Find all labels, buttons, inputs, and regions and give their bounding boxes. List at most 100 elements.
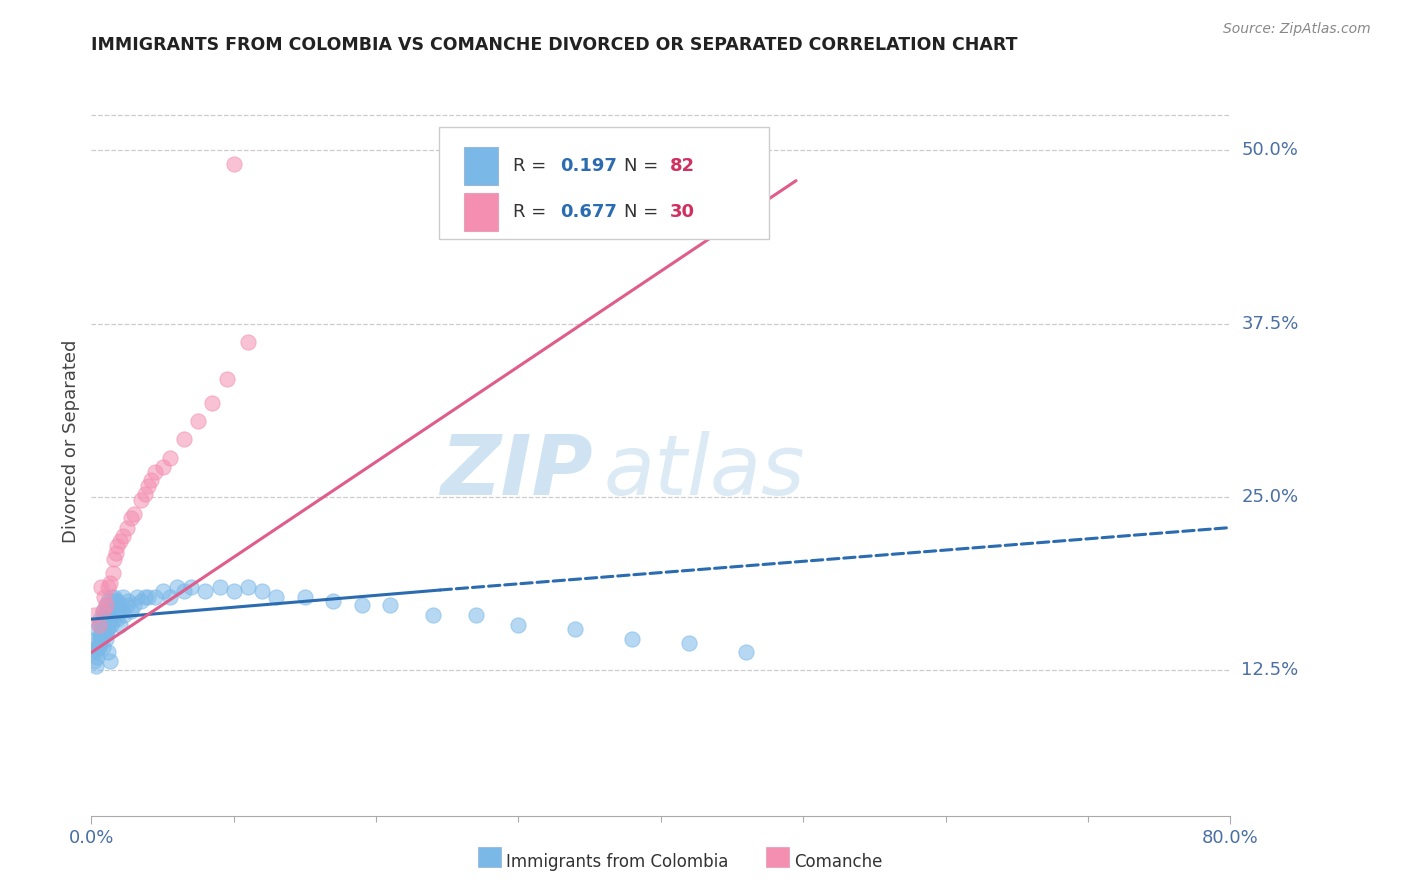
Point [83,654,105,668]
Point [98,612,121,626]
Point [134,487,156,501]
Point [735,645,758,659]
Point [159,590,181,604]
Point [115,520,138,534]
Point [464,607,486,622]
Point [103,612,125,626]
Text: 0.197: 0.197 [561,157,617,175]
Point [111,529,134,543]
Point [84,632,107,646]
Point [83,607,105,622]
Y-axis label: Divorced or Separated: Divorced or Separated [62,340,80,543]
Point [90,622,112,636]
Point [380,599,402,613]
Point [134,590,156,604]
Point [86,622,108,636]
Point [94,632,117,646]
Point [112,607,135,622]
Point [108,617,131,632]
Point [97,645,120,659]
Point [107,604,129,618]
Point [322,594,344,608]
Point [104,604,127,618]
Point [173,432,195,446]
Text: Immigrants from Colombia: Immigrants from Colombia [506,853,728,871]
Point [294,590,316,604]
Point [145,590,167,604]
Point [678,636,700,650]
Point [103,590,125,604]
Point [117,594,139,608]
Point [111,590,134,604]
Text: 37.5%: 37.5% [1241,315,1299,333]
Point [100,617,122,632]
Point [90,615,112,629]
Point [98,601,121,615]
Text: 0.677: 0.677 [561,203,617,221]
Text: 82: 82 [669,157,695,175]
Point [145,465,167,479]
Point [90,580,112,594]
Text: Source: ZipAtlas.com: Source: ZipAtlas.com [1223,22,1371,37]
Point [108,534,131,549]
Point [222,584,245,599]
Point [120,604,142,618]
Point [201,395,224,409]
Point [91,604,114,618]
Point [96,622,118,636]
Point [138,479,160,493]
Point [89,636,111,650]
Point [350,599,373,613]
Point [180,580,202,594]
Point [93,607,115,622]
Point [159,451,181,466]
Point [98,576,121,591]
Point [97,622,120,636]
Point [138,590,160,604]
Point [250,584,273,599]
Point [86,649,108,664]
Point [129,594,152,608]
Point [94,626,117,640]
Point [194,584,217,599]
Text: 50.0%: 50.0% [1241,141,1298,159]
FancyBboxPatch shape [439,127,769,239]
Point [87,617,110,632]
Point [508,617,530,632]
Point [120,511,142,525]
Point [266,590,288,604]
Point [103,552,125,566]
Point [564,622,586,636]
Point [173,584,195,599]
Point [97,580,120,594]
Point [101,566,124,581]
Text: 12.5%: 12.5% [1241,662,1299,680]
Point [83,642,105,657]
Point [105,539,128,553]
Text: IMMIGRANTS FROM COLOMBIA VS COMANCHE DIVORCED OR SEPARATED CORRELATION CHART: IMMIGRANTS FROM COLOMBIA VS COMANCHE DIV… [91,37,1018,54]
Point [87,640,110,654]
Point [94,599,117,613]
FancyBboxPatch shape [464,147,498,185]
Point [101,601,124,615]
Point [84,659,107,673]
Point [122,599,145,613]
Point [86,640,108,654]
Point [208,580,231,594]
Point [97,594,120,608]
Point [89,612,111,626]
Point [87,632,110,646]
Point [152,584,174,599]
Text: 25.0%: 25.0% [1241,488,1299,506]
FancyBboxPatch shape [464,194,498,231]
Text: Comanche: Comanche [794,853,883,871]
Text: N =: N = [624,157,658,175]
Point [110,604,132,618]
Text: N =: N = [624,203,658,221]
Point [90,629,112,643]
Point [93,590,115,604]
Point [129,492,152,507]
Text: ZIP: ZIP [440,431,592,512]
Point [222,157,245,171]
Point [215,372,238,386]
